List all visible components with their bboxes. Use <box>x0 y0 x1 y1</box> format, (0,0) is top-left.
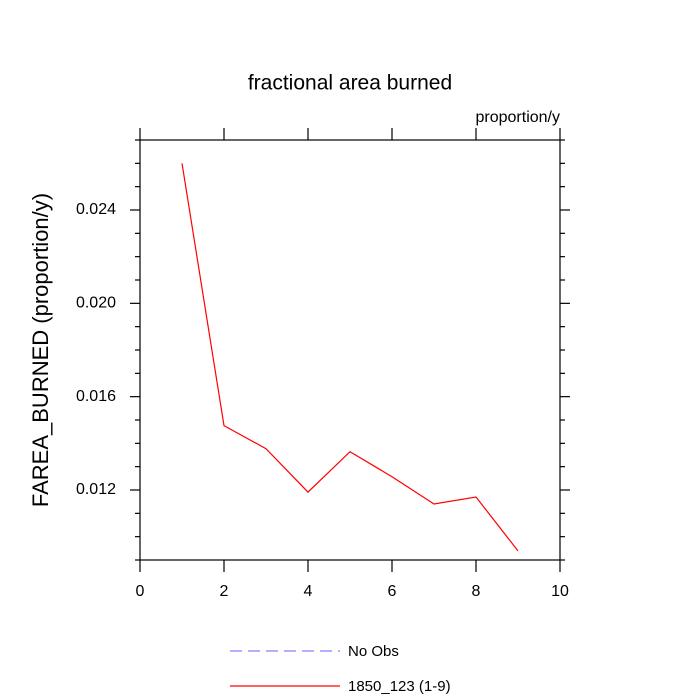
x-tick-label: 4 <box>304 583 313 600</box>
legend-label: No Obs <box>348 643 399 660</box>
x-tick-label: 8 <box>472 583 481 600</box>
x-tick-label: 0 <box>136 583 145 600</box>
plot-frame <box>139 139 561 561</box>
x-tick-label: 2 <box>220 583 229 600</box>
legend-label: 1850_123 (1-9) <box>348 678 451 695</box>
y-tick-label: 0.016 <box>76 388 116 405</box>
series-line <box>181 163 519 552</box>
y-tick-label: 0.024 <box>76 201 116 218</box>
units-label: proportion/y <box>476 109 561 126</box>
y-axis-label: FAREA_BURNED (proportion/y) <box>28 193 53 507</box>
x-tick-label: 10 <box>551 583 569 600</box>
y-tick-label: 0.020 <box>76 295 116 312</box>
x-tick-label: 6 <box>388 583 397 600</box>
y-tick-label: 0.012 <box>76 481 116 498</box>
chart-title: fractional area burned <box>248 72 452 95</box>
